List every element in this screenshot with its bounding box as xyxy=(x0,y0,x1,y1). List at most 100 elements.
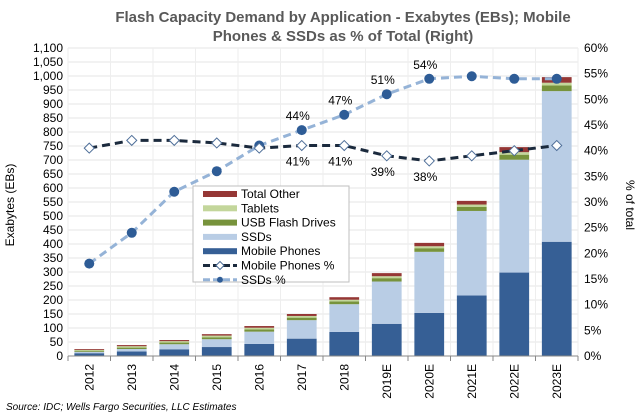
legend-label: Total Other xyxy=(241,187,300,201)
data-label: 47% xyxy=(328,94,352,108)
bar-ssds xyxy=(541,91,572,242)
data-label: 54% xyxy=(413,58,437,72)
x-tick-label: 2015 xyxy=(210,364,224,391)
bar-usb-flash-drives xyxy=(499,154,530,160)
point-ssds-pct xyxy=(84,258,95,269)
y-tick-label: 0 xyxy=(56,349,63,363)
bar-total-other xyxy=(414,242,445,247)
legend-label: Mobile Phones % xyxy=(241,259,335,273)
bar-total-other xyxy=(244,326,275,328)
bar-total-other xyxy=(371,273,402,277)
bar-usb-flash-drives xyxy=(159,342,190,345)
point-mobile-phones-pct xyxy=(423,155,435,167)
legend-swatch xyxy=(203,205,237,212)
y-axis-label: Exabytes (EBs) xyxy=(3,164,17,247)
x-tick-label: 2021E xyxy=(465,364,479,399)
legend-label: Mobile Phones xyxy=(241,244,320,258)
bar-tablets xyxy=(74,349,105,351)
bar-usb-flash-drives xyxy=(116,347,147,349)
y2-tick-label: 0% xyxy=(584,349,602,363)
point-mobile-phones-pct xyxy=(253,142,265,154)
bar-mobile-phones xyxy=(244,343,275,356)
y2-tick-label: 30% xyxy=(584,195,608,209)
point-ssds-pct xyxy=(126,227,137,238)
bar-tablets xyxy=(159,341,190,343)
bar-usb-flash-drives xyxy=(414,248,445,252)
legend-label: SSDs % xyxy=(241,273,286,287)
y-tick-label: 850 xyxy=(43,111,63,125)
y2-tick-label: 5% xyxy=(584,323,602,337)
bar-usb-flash-drives xyxy=(541,85,572,92)
point-ssds-pct xyxy=(466,71,477,82)
x-tick-label: 2019E xyxy=(380,364,394,399)
point-ssds-pct xyxy=(381,89,392,100)
bar-tablets xyxy=(286,315,317,318)
point-mobile-phones-pct xyxy=(211,137,223,149)
bar-mobile-phones xyxy=(456,295,487,356)
bar-tablets xyxy=(201,335,232,338)
y2-tick-label: 40% xyxy=(584,144,608,158)
y-tick-label: 700 xyxy=(43,153,63,167)
y2-tick-label: 25% xyxy=(584,221,608,235)
bar-ssds xyxy=(116,349,147,352)
bar-mobile-phones xyxy=(414,312,445,356)
bar-total-other xyxy=(329,297,360,300)
bar-usb-flash-drives xyxy=(244,329,275,332)
legend-swatch xyxy=(203,248,237,255)
legend-marker xyxy=(215,260,225,271)
data-label: 41% xyxy=(328,155,352,169)
y2-tick-label: 45% xyxy=(584,118,608,132)
x-tick-label: 2018 xyxy=(337,364,351,391)
x-tick-label: 2013 xyxy=(125,364,139,391)
bar-tablets xyxy=(329,299,360,302)
point-mobile-phones-pct xyxy=(381,150,393,162)
point-mobile-phones-pct xyxy=(508,144,520,157)
legend-swatch xyxy=(203,233,237,240)
y-tick-label: 300 xyxy=(43,265,63,279)
bar-tablets xyxy=(371,276,402,279)
data-label: 38% xyxy=(413,170,437,184)
bar-mobile-phones xyxy=(329,331,360,356)
bar-tablets xyxy=(414,246,445,249)
bar-mobile-phones xyxy=(159,349,190,356)
bar-usb-flash-drives xyxy=(286,317,317,321)
bar-ssds xyxy=(456,210,487,296)
point-mobile-phones-pct xyxy=(551,139,563,152)
legend-marker xyxy=(217,276,223,283)
bar-usb-flash-drives xyxy=(201,337,232,340)
x-tick-label: 2012 xyxy=(82,364,96,391)
bar-tablets xyxy=(116,346,147,348)
bar-usb-flash-drives xyxy=(329,301,360,305)
y2-tick-label: 20% xyxy=(584,246,608,260)
y2-tick-label: 55% xyxy=(584,67,608,81)
y-tick-label: 450 xyxy=(43,223,63,237)
point-ssds-pct xyxy=(169,186,180,197)
bar-mobile-phones xyxy=(541,241,572,356)
y-tick-label: 350 xyxy=(43,251,63,265)
line-ssds-pct xyxy=(88,74,557,265)
bar-mobile-phones xyxy=(371,323,402,356)
bar-ssds xyxy=(329,304,360,332)
point-mobile-phones-pct xyxy=(338,139,350,152)
x-tick-label: 2014 xyxy=(167,364,181,391)
y-tick-label: 500 xyxy=(43,209,63,223)
bar-ssds xyxy=(414,251,445,313)
data-label: 44% xyxy=(286,109,310,123)
point-ssds-pct xyxy=(551,73,562,84)
data-label: 41% xyxy=(286,155,310,169)
point-mobile-phones-pct xyxy=(168,134,180,147)
y-tick-label: 200 xyxy=(43,293,63,307)
y2-tick-label: 60% xyxy=(584,41,608,55)
point-ssds-pct xyxy=(296,125,307,136)
y2-tick-label: 10% xyxy=(584,298,608,312)
bar-mobile-phones xyxy=(286,338,317,356)
y-tick-label: 650 xyxy=(43,167,63,181)
point-ssds-pct xyxy=(339,109,350,120)
y-tick-label: 250 xyxy=(43,279,63,293)
y-tick-label: 1,050 xyxy=(33,55,63,69)
bar-total-other xyxy=(201,334,232,336)
y-tick-label: 1,100 xyxy=(33,41,63,55)
y-tick-label: 50 xyxy=(50,335,64,349)
